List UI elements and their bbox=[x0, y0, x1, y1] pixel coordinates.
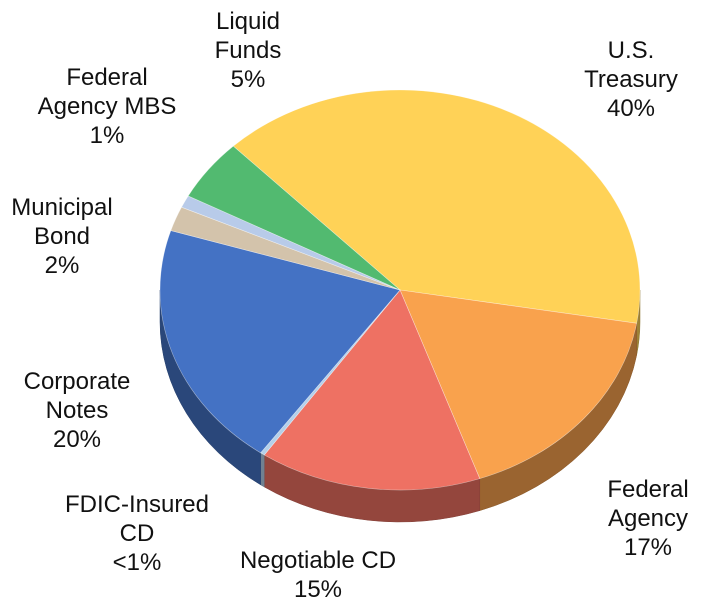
slice-label: Federal Agency 17% bbox=[588, 475, 703, 562]
category-label: Municipal Bond bbox=[11, 194, 113, 250]
category-label: Negotiable CD bbox=[239, 547, 397, 574]
slice-side bbox=[260, 452, 265, 488]
category-label: Liquid Funds bbox=[214, 8, 282, 64]
value-label: 15% bbox=[293, 576, 343, 603]
slice-label: Corporate Notes 20% bbox=[12, 367, 142, 454]
value-label: 17% bbox=[623, 534, 673, 561]
value-label: 5% bbox=[230, 66, 266, 93]
value-label: 40% bbox=[606, 95, 656, 122]
slice bbox=[159, 230, 401, 454]
category-label: Federal Agency MBS bbox=[37, 64, 177, 120]
category-label: Federal Agency bbox=[607, 476, 689, 532]
category-label: Corporate Notes bbox=[23, 368, 131, 424]
value-label: 1% bbox=[89, 122, 125, 149]
slice-label: U.S. Treasury 40% bbox=[571, 36, 691, 123]
slice bbox=[263, 289, 481, 491]
slice-label: Federal Agency MBS 1% bbox=[32, 63, 182, 150]
slice bbox=[187, 145, 401, 291]
slice-label: FDIC-Insured CD <1% bbox=[52, 490, 222, 577]
value-label: 20% bbox=[52, 426, 102, 453]
category-label: U.S. Treasury bbox=[584, 37, 678, 93]
category-label: FDIC-Insured CD bbox=[64, 491, 210, 547]
slice-label: Negotiable CD 15% bbox=[193, 546, 443, 604]
value-label: 2% bbox=[44, 252, 80, 279]
slice bbox=[399, 289, 638, 479]
slice-label: Liquid Funds 5% bbox=[208, 7, 288, 94]
value-label: <1% bbox=[112, 549, 162, 576]
slice-label: Municipal Bond 2% bbox=[2, 193, 122, 280]
slice bbox=[232, 89, 641, 324]
